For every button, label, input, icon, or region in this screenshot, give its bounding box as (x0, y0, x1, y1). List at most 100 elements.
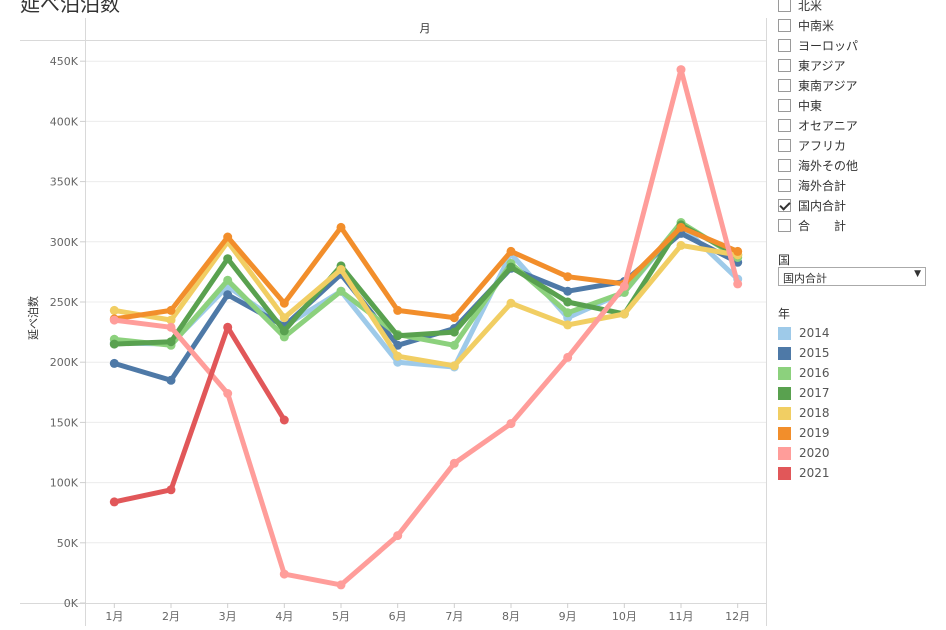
checkbox[interactable] (778, 138, 791, 152)
checkbox[interactable] (778, 58, 791, 72)
data-point-2019-11[interactable] (676, 222, 686, 232)
data-point-2016-3[interactable] (223, 275, 233, 285)
y-tick-label: 0K (64, 597, 79, 610)
data-point-2018-4[interactable] (279, 313, 289, 323)
data-point-2018-2[interactable] (166, 315, 176, 325)
data-point-2019-4[interactable] (279, 298, 289, 308)
region-filter-item[interactable]: ヨーロッパ (778, 35, 858, 55)
checkbox[interactable] (778, 18, 791, 32)
data-point-2019-12[interactable] (733, 246, 743, 256)
region-filter-item[interactable]: アフリカ (778, 135, 846, 155)
region-filter-item[interactable]: 中東 (778, 95, 822, 115)
data-point-2020-8[interactable] (506, 419, 516, 429)
data-point-2017-2[interactable] (166, 337, 176, 347)
x-tick-label: 10月 (612, 610, 637, 623)
data-point-2021-2[interactable] (166, 485, 176, 495)
data-point-2020-5[interactable] (336, 580, 346, 590)
data-point-2017-6[interactable] (393, 331, 403, 341)
data-point-2016-5[interactable] (336, 286, 346, 296)
data-point-2018-9[interactable] (563, 320, 573, 330)
data-point-2015-3[interactable] (223, 290, 233, 300)
data-point-2020-4[interactable] (279, 569, 289, 579)
legend-item-2016[interactable]: 2016 (778, 363, 830, 383)
data-point-2019-3[interactable] (223, 232, 233, 242)
data-point-2018-6[interactable] (393, 351, 403, 361)
region-filter-item[interactable]: 国内合計 (778, 195, 846, 215)
data-point-2016-7[interactable] (449, 340, 459, 350)
checkbox[interactable] (778, 0, 791, 12)
region-filter-item[interactable]: 海外合計 (778, 175, 846, 195)
checkbox[interactable] (778, 98, 791, 112)
data-point-2021-4[interactable] (279, 415, 289, 425)
data-point-2017-8[interactable] (506, 262, 516, 272)
legend-item-2018[interactable]: 2018 (778, 403, 830, 423)
data-point-2020-2[interactable] (166, 322, 176, 332)
data-point-2018-10[interactable] (619, 309, 629, 319)
data-point-2019-5[interactable] (336, 222, 346, 232)
data-point-2019-6[interactable] (393, 305, 403, 315)
checkbox[interactable] (778, 78, 791, 92)
checkbox[interactable] (778, 178, 791, 192)
data-point-2020-3[interactable] (223, 389, 233, 398)
data-point-2020-7[interactable] (449, 458, 459, 468)
legend-item-2017[interactable]: 2017 (778, 383, 830, 403)
legend-label: 2021 (799, 466, 830, 480)
data-point-2020-9[interactable] (563, 352, 573, 362)
region-filter-item[interactable]: 東アジア (778, 55, 846, 75)
checkbox[interactable] (778, 118, 791, 132)
region-filter-item[interactable]: オセアニア (778, 115, 858, 135)
legend-item-2014[interactable]: 2014 (778, 323, 830, 343)
data-point-2017-1[interactable] (109, 339, 119, 349)
data-point-2017-4[interactable] (279, 326, 289, 336)
data-point-2017-7[interactable] (449, 327, 459, 337)
region-filter-item[interactable]: 中南米 (778, 15, 834, 35)
filter-sidebar: 北米 中南米 ヨーロッパ 東アジア 東南アジア 中東 オセアニア アフリカ 海外その他 海外合計国… (778, 0, 946, 630)
y-tick-label: 150K (50, 416, 79, 429)
x-tick-label: 9月 (559, 610, 577, 623)
checkbox[interactable] (778, 38, 791, 52)
country-select[interactable]: 国内合計 ▼ (778, 267, 926, 286)
data-point-2015-1[interactable] (109, 358, 119, 368)
y-tick-label: 450K (50, 55, 79, 68)
x-tick-label: 11月 (669, 610, 694, 623)
checkbox[interactable] (778, 158, 791, 172)
data-point-2020-10[interactable] (619, 281, 629, 291)
region-filter-item[interactable]: 北米 (778, 0, 822, 15)
data-point-2018-7[interactable] (449, 361, 459, 371)
data-point-2019-9[interactable] (563, 272, 573, 282)
data-point-2018-5[interactable] (336, 265, 346, 274)
data-point-2018-1[interactable] (109, 305, 119, 315)
data-point-2015-6[interactable] (393, 340, 403, 350)
data-point-2017-3[interactable] (223, 254, 233, 264)
data-point-2020-6[interactable] (393, 531, 403, 541)
legend-item-2019[interactable]: 2019 (778, 423, 830, 443)
legend-swatch (778, 326, 791, 340)
legend-item-2020[interactable]: 2020 (778, 443, 830, 463)
data-point-2016-9[interactable] (563, 308, 573, 318)
region-filter-label: 中南米 (798, 18, 835, 33)
data-point-2015-9[interactable] (563, 286, 573, 296)
legend-item-2015[interactable]: 2015 (778, 343, 830, 363)
data-point-2017-9[interactable] (563, 297, 573, 307)
region-filter-item[interactable]: 合 計 (778, 215, 846, 235)
legend-label: 2015 (799, 346, 830, 360)
data-point-2021-3[interactable] (223, 322, 233, 332)
region-filter-item[interactable]: 東南アジア (778, 75, 858, 95)
data-point-2019-7[interactable] (449, 313, 459, 323)
y-tick-label: 300K (50, 236, 79, 249)
legend-item-2021[interactable]: 2021 (778, 463, 830, 483)
data-point-2019-8[interactable] (506, 246, 516, 256)
data-point-2020-12[interactable] (733, 279, 743, 289)
checkbox-checked[interactable] (778, 198, 791, 212)
data-point-2021-1[interactable] (109, 497, 119, 507)
data-point-2018-8[interactable] (506, 298, 516, 308)
region-filter-item[interactable]: 海外その他 (778, 155, 858, 175)
data-point-2020-1[interactable] (109, 315, 119, 325)
checkbox[interactable] (778, 218, 791, 232)
data-point-2015-2[interactable] (166, 375, 176, 385)
region-filter-label: 東アジア (798, 58, 846, 73)
x-tick-label: 7月 (445, 610, 463, 623)
data-point-2019-2[interactable] (166, 305, 176, 315)
data-point-2018-11[interactable] (676, 240, 686, 250)
data-point-2020-11[interactable] (676, 65, 686, 75)
